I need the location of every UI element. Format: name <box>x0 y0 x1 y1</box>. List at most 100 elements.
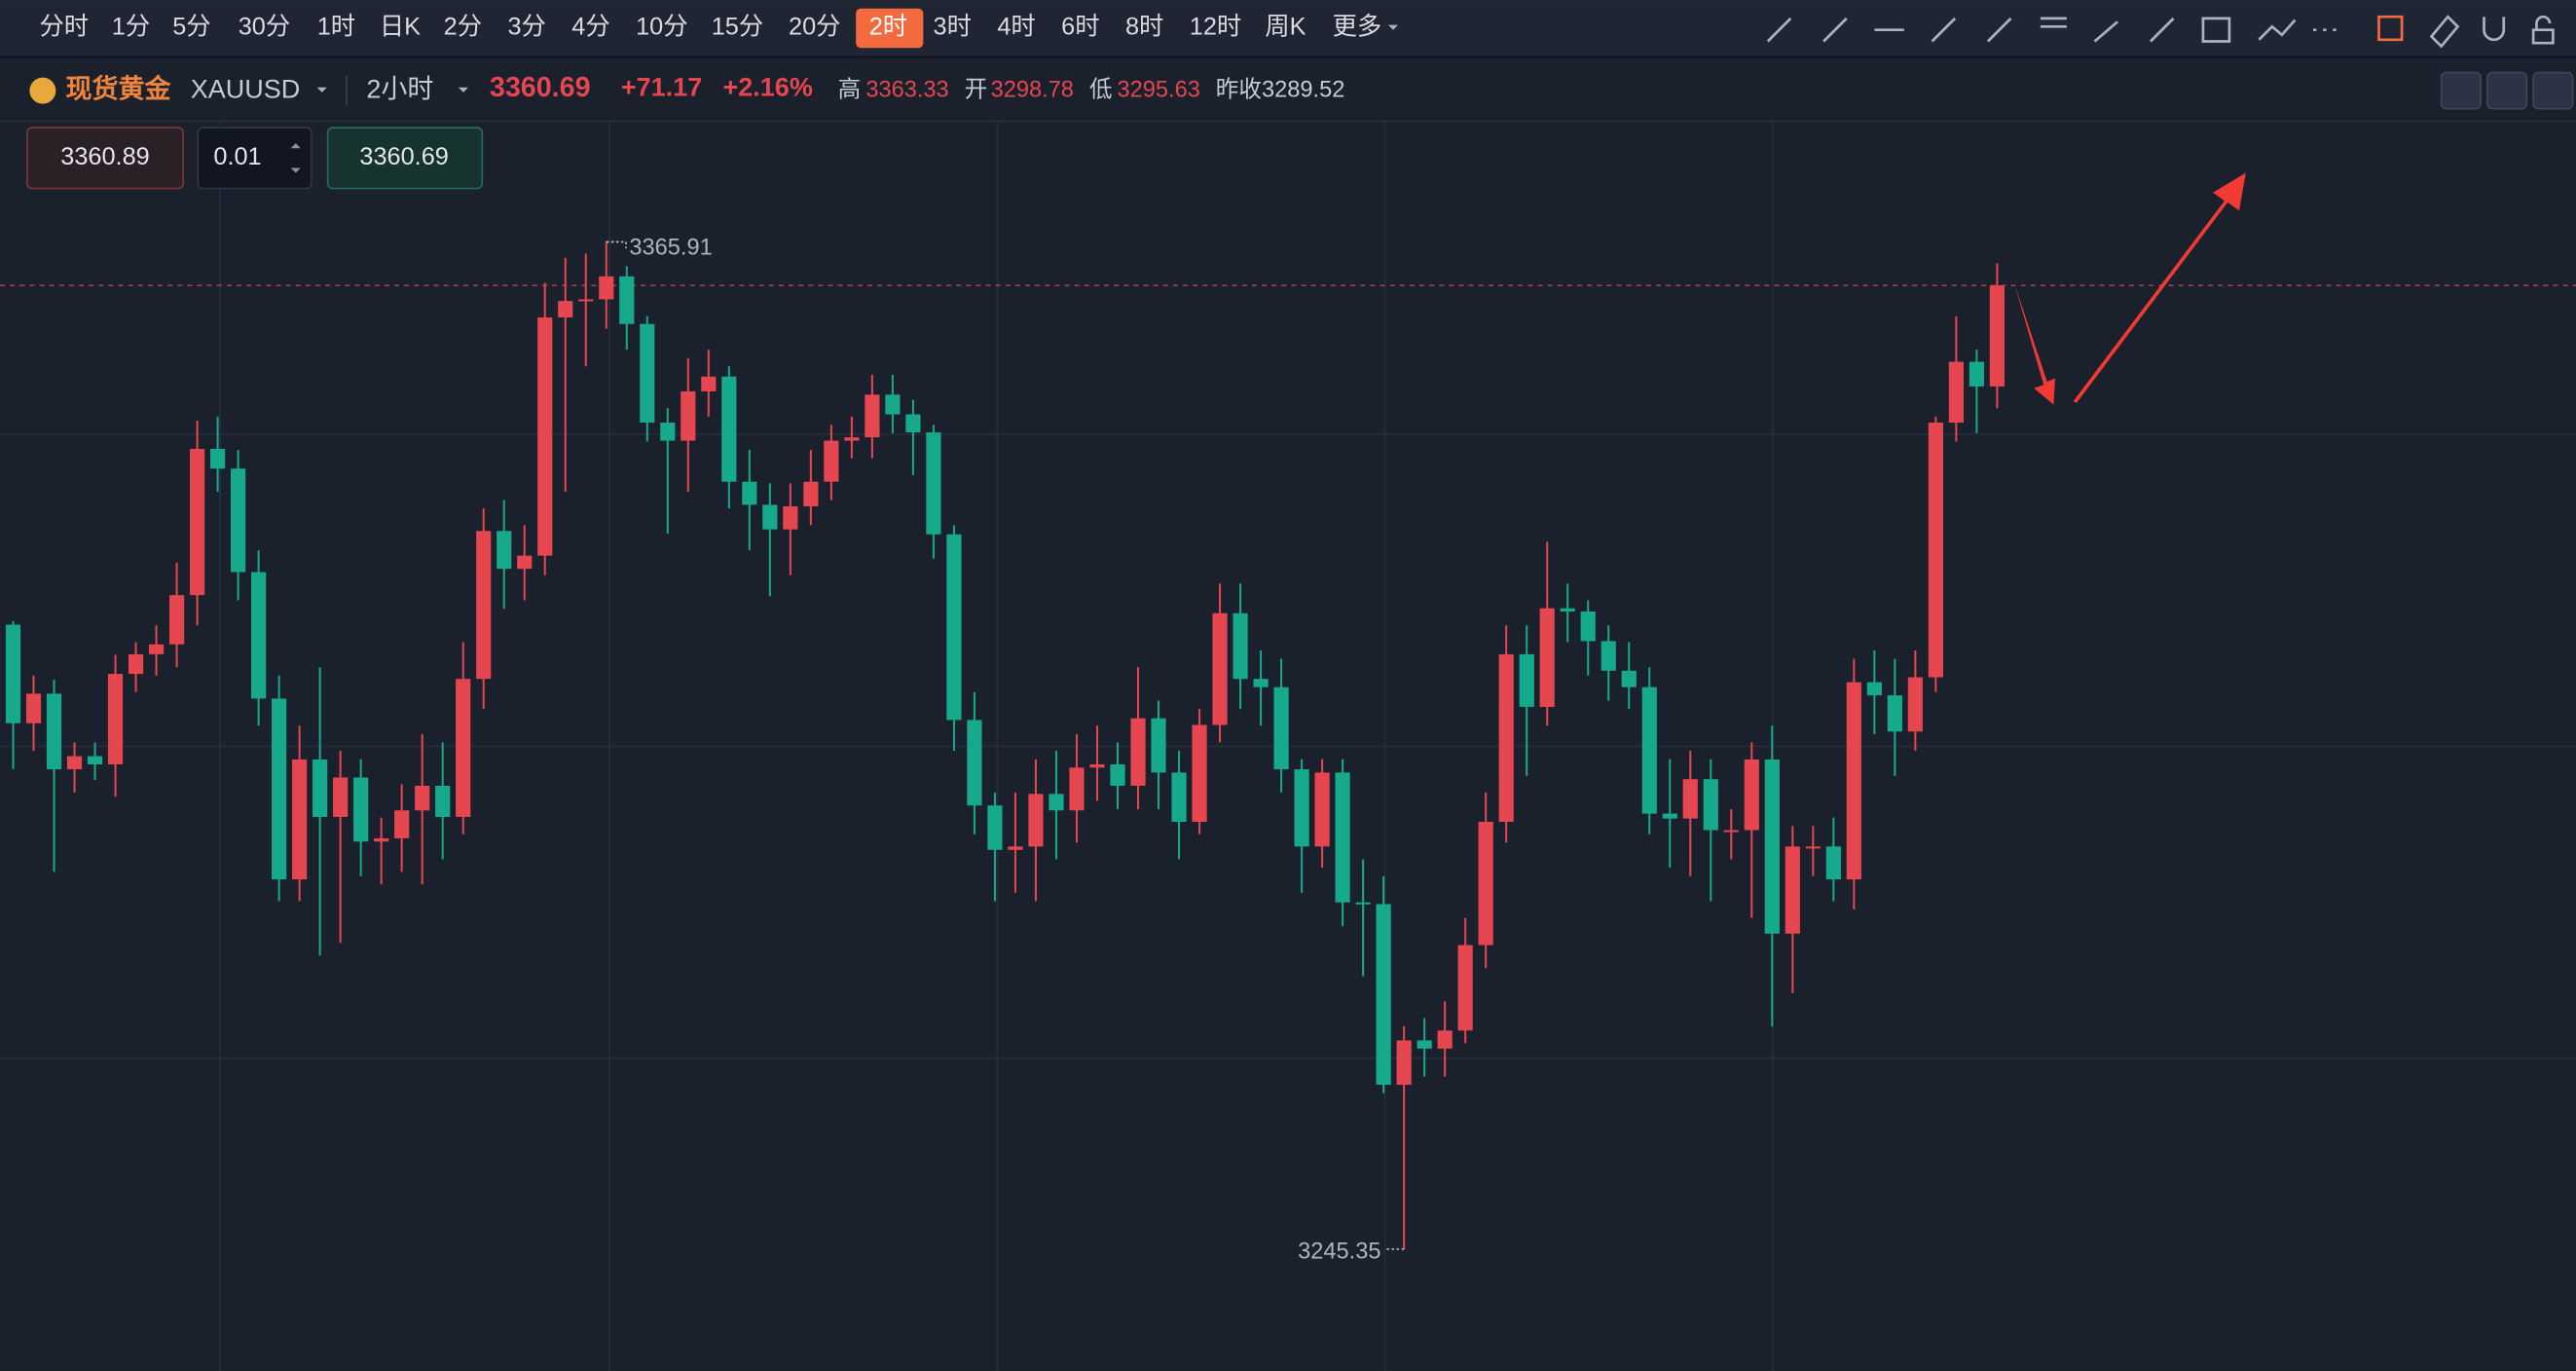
candle-body <box>1008 846 1023 850</box>
candle-body <box>701 376 717 391</box>
candle-body <box>189 448 205 596</box>
candle-body <box>1744 759 1759 831</box>
gold-icon <box>29 77 56 104</box>
sell-price[interactable]: 3360.89 <box>60 143 149 170</box>
candle-body <box>1192 724 1207 823</box>
interval-tab[interactable]: 12时 <box>1190 14 1241 41</box>
interval-tab[interactable]: 4时 <box>997 14 1035 41</box>
plot: 3365.91 3245.35 <box>0 235 2576 1264</box>
candle-body <box>1253 679 1269 687</box>
interval-tab[interactable]: 3分 <box>507 14 545 41</box>
buy-button[interactable] <box>326 127 484 190</box>
candle-body <box>721 376 737 482</box>
interval-tab[interactable]: 20分 <box>789 14 840 41</box>
candle-body <box>46 693 62 770</box>
candle-body <box>313 759 328 817</box>
candle-body <box>456 679 471 817</box>
candle-body <box>1376 904 1391 1086</box>
candle-body <box>353 777 369 842</box>
candle-body <box>1498 653 1514 823</box>
candle-body <box>537 317 553 556</box>
interval-tab[interactable]: 30分 <box>239 14 290 41</box>
high-label: 高 <box>838 76 862 102</box>
candle-body <box>946 534 962 721</box>
candle-body <box>1764 759 1780 934</box>
dropdown-caret <box>1387 24 1399 30</box>
interval-tab[interactable]: 15分 <box>712 14 763 41</box>
candle-body <box>1212 612 1228 725</box>
candle-body <box>1805 846 1821 849</box>
candle-body <box>1682 779 1698 819</box>
candle-body <box>599 276 614 300</box>
dropdown-caret <box>458 87 468 93</box>
interval-tab[interactable]: 分时 <box>40 14 90 41</box>
interval-tab[interactable]: 6时 <box>1061 14 1099 41</box>
candle-body <box>1519 653 1534 707</box>
candle-body <box>210 448 226 469</box>
interval-tab[interactable]: 4分 <box>571 14 609 41</box>
candle-body <box>1355 902 1371 905</box>
interval-tab[interactable]: 2分 <box>444 14 482 41</box>
candle-body <box>1539 608 1555 707</box>
candle-body <box>1662 813 1677 819</box>
candle-body <box>1171 772 1187 823</box>
candle-body <box>333 777 349 817</box>
candle-body <box>681 390 696 441</box>
candle-body <box>1723 830 1739 833</box>
active-interval-bg <box>856 8 924 49</box>
buy-price[interactable]: 3360.69 <box>359 143 448 170</box>
interval-tab[interactable]: 2时 <box>869 14 907 41</box>
dropdown-caret <box>316 87 327 93</box>
symbol[interactable]: XAUUSD <box>191 74 301 103</box>
candle-body <box>1866 682 1882 696</box>
candle-body <box>148 644 165 654</box>
candle-body <box>1335 772 1350 903</box>
candle-body <box>1130 718 1146 786</box>
candle-body <box>1703 779 1718 831</box>
candle-body <box>1151 718 1166 773</box>
candle-body <box>1437 1030 1453 1049</box>
candle-body <box>168 595 185 645</box>
open-value: 3298.78 <box>991 77 1074 102</box>
lots-value[interactable]: 0.01 <box>213 143 261 170</box>
low-value: 3295.63 <box>1118 77 1200 102</box>
open-label: 开 <box>965 77 988 102</box>
candle-body <box>640 323 655 424</box>
interval-tab[interactable]: 8时 <box>1125 14 1163 41</box>
candle-body <box>394 810 410 838</box>
candle-body <box>824 440 839 482</box>
interval-tab[interactable]: 周K <box>1265 14 1306 41</box>
candle-body <box>66 756 83 770</box>
view-buttons[interactable] <box>2440 71 2574 110</box>
lots-input[interactable] <box>197 127 313 190</box>
candle-body <box>1928 423 1943 678</box>
candle-body <box>762 504 778 530</box>
more-button[interactable]: 更多 <box>1333 14 1382 41</box>
candle-body <box>1825 846 1841 880</box>
candle-body <box>578 299 594 302</box>
candle-body <box>660 423 676 441</box>
interval-tab[interactable]: 3时 <box>934 14 972 41</box>
candle-body <box>476 531 492 680</box>
candle-body <box>1785 846 1800 934</box>
candle-body <box>435 785 451 817</box>
sell-button[interactable] <box>26 127 184 190</box>
interval-tab[interactable]: 1时 <box>317 14 355 41</box>
interval-tab[interactable]: 1分 <box>112 14 150 41</box>
candle-body <box>1294 769 1309 847</box>
interval-tab[interactable]: 5分 <box>172 14 210 41</box>
drawing-tools[interactable] <box>1766 15 2555 49</box>
candle-body <box>251 572 267 699</box>
period[interactable]: 2小时 <box>366 74 433 103</box>
interval-tab[interactable]: 10分 <box>636 14 687 41</box>
candle-body <box>1233 612 1248 680</box>
candle-body <box>1314 772 1330 847</box>
candle-body <box>558 301 573 318</box>
candle-body <box>1989 285 2006 387</box>
candle-body <box>107 674 124 764</box>
interval-tab[interactable]: 日K <box>380 14 421 41</box>
candle-body <box>1560 608 1575 612</box>
candle-body <box>1049 794 1064 811</box>
